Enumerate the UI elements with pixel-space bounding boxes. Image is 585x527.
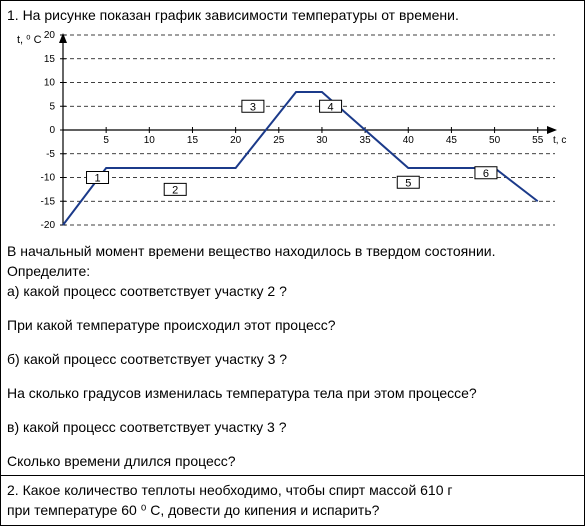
q1-a-sub: При какой температуре происходил этот пр… (7, 317, 578, 333)
svg-text:6: 6 (482, 168, 488, 180)
svg-text:2: 2 (172, 184, 178, 196)
svg-text:20: 20 (230, 135, 242, 146)
svg-text:55: 55 (532, 135, 544, 146)
svg-text:15: 15 (186, 135, 198, 146)
svg-text:0: 0 (49, 125, 55, 136)
svg-text:-10: -10 (40, 173, 55, 184)
q2-line2: при температуре 60 ⁰ С, довести до кипен… (7, 502, 578, 519)
svg-text:45: 45 (445, 135, 457, 146)
q1-c-sub: Сколько времени длился процесс? (7, 453, 578, 469)
svg-text:-15: -15 (40, 196, 55, 207)
svg-text:50: 50 (489, 135, 501, 146)
svg-text:10: 10 (43, 78, 55, 89)
temperature-chart: -20-15-10-505101520510152025303540455055… (13, 27, 573, 237)
svg-text:4: 4 (327, 101, 333, 113)
svg-text:10: 10 (143, 135, 155, 146)
svg-text:1: 1 (94, 173, 100, 185)
svg-text:35: 35 (359, 135, 371, 146)
q2-line1: 2. Какое количество теплоты необходимо, … (7, 482, 578, 498)
q1-title: 1. На рисунке показан график зависимости… (7, 7, 578, 23)
svg-text:3: 3 (249, 101, 255, 113)
svg-text:40: 40 (402, 135, 414, 146)
svg-text:-20: -20 (40, 220, 55, 231)
svg-text:5: 5 (405, 177, 411, 189)
q1-c: в) какой процесс соответствует участку 3… (7, 419, 578, 435)
q1-b-sub: На сколько градусов изменилась температу… (7, 385, 578, 401)
svg-text:20: 20 (43, 30, 55, 41)
svg-text:t, с: t, с (553, 135, 566, 146)
q1-afterchart: В начальный момент времени вещество нахо… (7, 243, 578, 259)
question-1: 1. На рисунке показан график зависимости… (1, 1, 584, 476)
svg-text:5: 5 (103, 135, 109, 146)
page: 1. На рисунке показан график зависимости… (0, 0, 585, 526)
q1-b: б) какой процесс соответствует участку 3… (7, 351, 578, 367)
question-2: 2. Какое количество теплоты необходимо, … (1, 476, 584, 525)
svg-text:-5: -5 (46, 149, 55, 160)
svg-text:t, ⁰ С: t, ⁰ С (17, 34, 42, 46)
svg-text:15: 15 (43, 54, 55, 65)
svg-text:5: 5 (49, 101, 55, 112)
svg-text:25: 25 (273, 135, 285, 146)
q1-determine: Определите: (7, 263, 578, 279)
q1-a: а) какой процесс соответствует участку 2… (7, 283, 578, 299)
svg-text:30: 30 (316, 135, 328, 146)
